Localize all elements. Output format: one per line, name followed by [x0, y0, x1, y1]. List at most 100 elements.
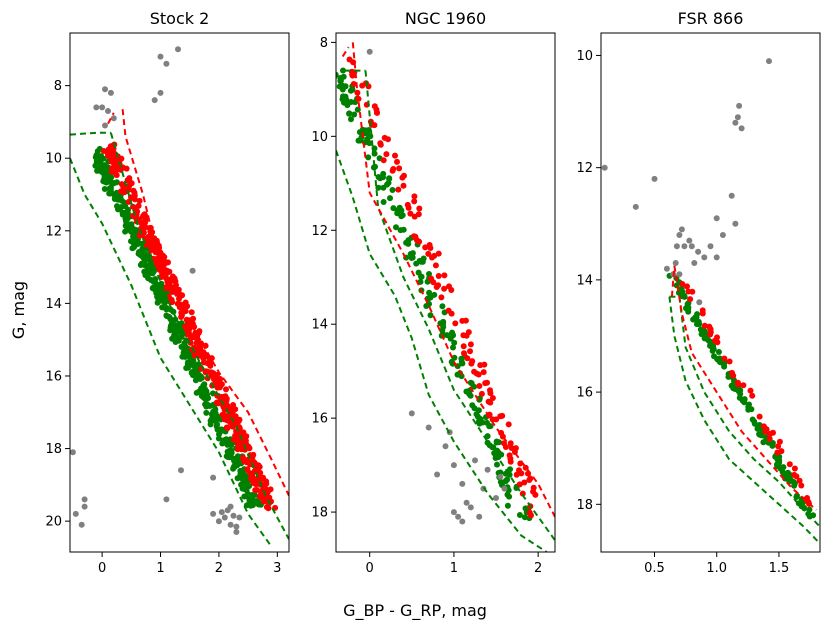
member-star-blue [142, 250, 148, 257]
member-star-red [105, 146, 112, 153]
member-star-red [169, 299, 176, 306]
member-star-red [411, 233, 417, 240]
member-star-red [238, 446, 245, 453]
member-stars [666, 272, 817, 520]
field-star [501, 485, 508, 492]
member-star-blue [400, 226, 407, 233]
member-star-blue [340, 73, 347, 80]
member-star-red [109, 151, 116, 158]
member-star-red [189, 333, 196, 340]
field-star [472, 457, 478, 464]
member-star-red [465, 329, 472, 336]
member-star-red [499, 412, 506, 419]
field-star [102, 122, 108, 129]
member-star-blue [346, 110, 353, 117]
member-star-blue [711, 353, 717, 360]
member-star-blue [504, 502, 511, 509]
field-star [189, 267, 196, 274]
y-tick-label: 10 [311, 130, 328, 145]
member-star-red [133, 211, 140, 218]
member-star-red [142, 224, 149, 231]
member-star-red [518, 470, 525, 477]
member-star-blue [504, 491, 511, 498]
member-star-blue [241, 493, 248, 500]
member-star-blue [375, 184, 382, 191]
member-star-red [241, 458, 248, 465]
member-star-red [195, 329, 202, 336]
member-star-red [128, 195, 135, 201]
field-star [233, 529, 240, 535]
member-star-red [484, 379, 490, 386]
member-star-red [182, 323, 189, 330]
green-isochrone-top [70, 131, 111, 136]
member-star-red [516, 481, 523, 488]
field-star [459, 518, 466, 525]
field-star [210, 510, 217, 517]
member-star-blue [154, 293, 161, 300]
member-star-blue [725, 373, 732, 380]
member-star-red [786, 461, 793, 468]
member-star-blue [186, 353, 193, 360]
member-star-blue [336, 71, 339, 78]
member-star-red [762, 429, 769, 435]
field-star [686, 237, 693, 244]
field-star [707, 243, 714, 250]
member-star-blue [167, 324, 174, 331]
field-star [99, 104, 106, 111]
member-star-blue [451, 339, 458, 346]
field-star [701, 254, 708, 261]
member-star-blue [385, 179, 392, 186]
red-isochrone-right [351, 42, 555, 518]
field-star [227, 503, 234, 510]
member-star-red [468, 360, 475, 367]
field-star [459, 480, 466, 487]
member-star-blue [216, 431, 222, 438]
member-star-red [359, 82, 366, 89]
member-star-red [383, 151, 390, 158]
member-star-blue [112, 195, 119, 202]
member-star-blue [394, 207, 401, 214]
x-tick-label: 0 [98, 561, 106, 576]
member-star-blue [202, 395, 209, 402]
member-star-red [223, 386, 229, 393]
member-star-red [131, 189, 138, 196]
member-star-blue [114, 203, 120, 210]
plot-area [601, 58, 820, 545]
member-star-blue [684, 306, 691, 313]
member-star-red [260, 474, 267, 481]
member-star-red [123, 165, 130, 172]
field-star [163, 60, 170, 67]
member-star-blue [694, 319, 701, 326]
field-star [408, 410, 415, 417]
member-star-red [175, 286, 182, 293]
member-star-blue [497, 479, 504, 485]
member-star-blue [790, 479, 797, 485]
member-star-blue [170, 308, 177, 315]
member-star-red [349, 71, 356, 78]
member-star-red [422, 244, 429, 251]
field-star [663, 265, 670, 272]
y-tick-label: 18 [45, 442, 62, 457]
field-star [681, 243, 688, 250]
member-star-red [193, 339, 200, 346]
member-star-red [172, 278, 179, 285]
red-isochrone-left [670, 265, 676, 297]
member-star-red [400, 182, 407, 189]
member-star-red [411, 193, 418, 200]
member-star-blue [149, 270, 156, 277]
member-star-blue [389, 187, 396, 193]
member-star-blue [708, 343, 714, 350]
member-star-blue [503, 477, 510, 484]
member-star-red [435, 250, 442, 257]
green-isochrone-right [364, 70, 555, 541]
plot-area [70, 46, 289, 548]
member-star-blue [709, 347, 716, 354]
panel-title: Stock 2 [150, 9, 210, 28]
member-star-red [487, 390, 494, 397]
field-star [695, 248, 702, 255]
member-star-blue [777, 465, 784, 472]
member-star-blue [444, 332, 451, 339]
axes-frame [600, 32, 821, 553]
field-star [434, 471, 441, 478]
